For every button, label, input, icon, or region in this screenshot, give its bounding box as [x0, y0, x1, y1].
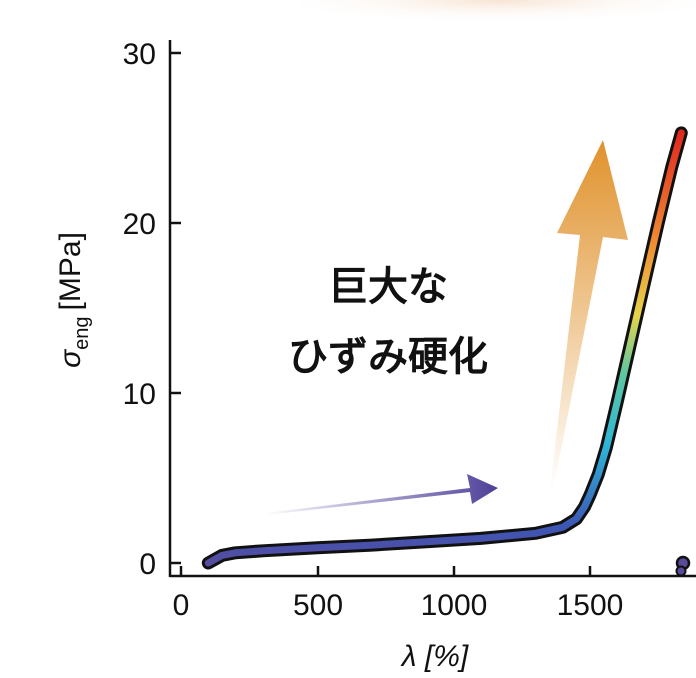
x-tick-label: 500 — [293, 589, 343, 622]
series-line — [204, 129, 685, 567]
purple-arrow — [265, 474, 498, 515]
y-axis-subscript: eng — [71, 316, 93, 349]
y-axis: 0 10 20 30 — [123, 38, 181, 581]
orange-arrow — [550, 140, 628, 490]
fracture-points — [675, 555, 691, 577]
x-axis: 0 500 1000 1500 — [170, 566, 696, 622]
y-tick-label: 0 — [139, 548, 156, 581]
svg-text:σeng[MPa]: σeng [MPa] — [54, 232, 93, 368]
top-glow — [300, 0, 696, 40]
y-axis-symbol: σ — [54, 348, 87, 368]
y-axis-title: σeng [MPa] — [54, 232, 93, 368]
stress-strain-series — [201, 126, 688, 570]
annotation-line-1: 巨大な — [328, 264, 448, 310]
fracture-point — [675, 565, 687, 577]
y-tick-label: 10 — [123, 378, 156, 411]
x-tick-label: 1000 — [421, 589, 488, 622]
y-axis-unit: [MPa] — [54, 232, 87, 310]
annotation-line-2: ひずみ硬化 — [288, 334, 488, 380]
x-tick-label: 0 — [173, 589, 190, 622]
y-tick-label: 30 — [123, 38, 156, 71]
x-tick-label: 1500 — [557, 589, 624, 622]
x-axis-title: λ [%] — [400, 640, 469, 673]
y-tick-label: 20 — [123, 208, 156, 241]
